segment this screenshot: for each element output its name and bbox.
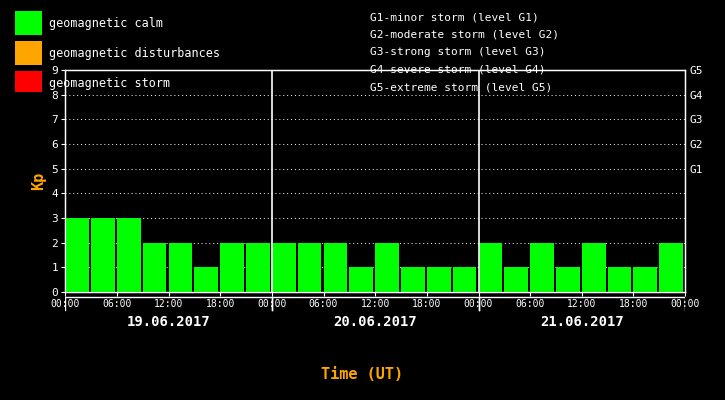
Bar <box>298 243 321 292</box>
Text: G3-strong storm (level G3): G3-strong storm (level G3) <box>370 47 545 57</box>
Bar <box>505 267 528 292</box>
Bar <box>323 243 347 292</box>
Bar <box>117 218 141 292</box>
Bar <box>452 267 476 292</box>
Text: G1-minor storm (level G1): G1-minor storm (level G1) <box>370 12 539 22</box>
Bar <box>220 243 244 292</box>
Text: geomagnetic storm: geomagnetic storm <box>49 77 170 90</box>
Bar <box>246 243 270 292</box>
Text: G2-moderate storm (level G2): G2-moderate storm (level G2) <box>370 30 559 40</box>
Bar <box>14 41 41 65</box>
Text: geomagnetic disturbances: geomagnetic disturbances <box>49 47 220 60</box>
Bar <box>143 243 167 292</box>
Text: 20.06.2017: 20.06.2017 <box>334 315 417 329</box>
Bar <box>91 218 115 292</box>
Bar <box>634 267 658 292</box>
Bar <box>65 218 89 292</box>
Bar <box>14 71 41 95</box>
Text: G5-extreme storm (level G5): G5-extreme storm (level G5) <box>370 83 552 93</box>
Bar <box>376 243 399 292</box>
Text: G4-severe storm (level G4): G4-severe storm (level G4) <box>370 65 545 75</box>
Text: Time (UT): Time (UT) <box>321 367 404 382</box>
Bar <box>581 243 605 292</box>
Bar <box>478 243 502 292</box>
Bar <box>427 267 451 292</box>
Bar <box>194 267 218 292</box>
Bar <box>349 267 373 292</box>
Bar <box>556 267 580 292</box>
Bar <box>530 243 554 292</box>
Bar <box>272 243 296 292</box>
Text: 19.06.2017: 19.06.2017 <box>127 315 210 329</box>
Bar <box>608 267 631 292</box>
Bar <box>401 267 425 292</box>
Y-axis label: Kp: Kp <box>31 172 46 190</box>
Bar <box>659 243 683 292</box>
Bar <box>14 11 41 35</box>
Bar <box>168 243 192 292</box>
Text: geomagnetic calm: geomagnetic calm <box>49 17 163 30</box>
Text: 21.06.2017: 21.06.2017 <box>540 315 624 329</box>
